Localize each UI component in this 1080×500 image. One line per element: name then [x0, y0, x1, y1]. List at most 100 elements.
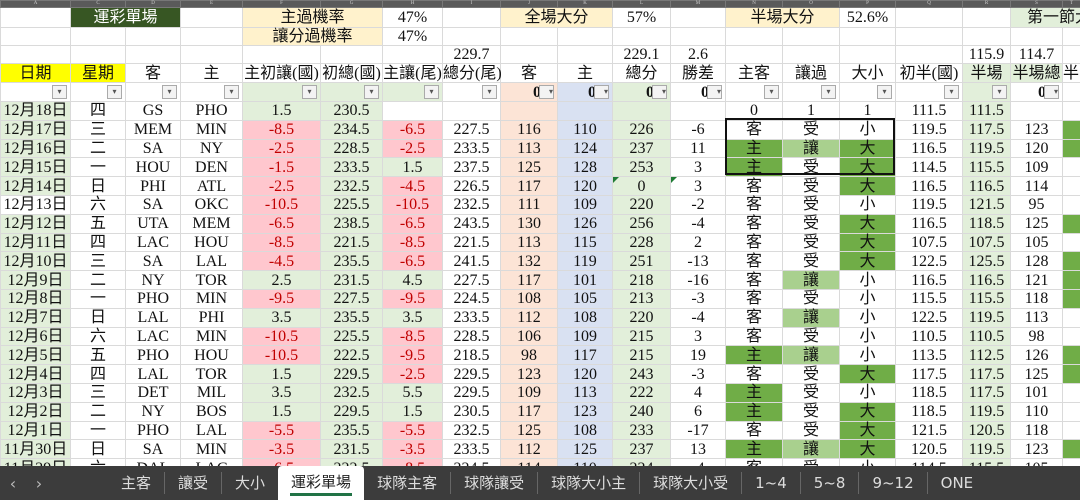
cell-away-score[interactable]: 109 [500, 382, 558, 403]
cell-total-score[interactable]: 220 [612, 307, 671, 328]
cell-spread-result[interactable]: 讓 [782, 270, 840, 290]
cell-away[interactable]: SA [125, 194, 181, 215]
cell-total-score[interactable]: 243 [612, 364, 671, 384]
cell-half-total[interactable]: 120 [1010, 138, 1063, 159]
cell-q1-over[interactable] [1062, 364, 1080, 384]
cell-open-spread[interactable]: 1.5 [242, 101, 321, 121]
cell-winner[interactable]: 客 [725, 326, 783, 347]
cell-total-score[interactable]: 228 [612, 232, 671, 253]
cell-date[interactable]: 12月15日 [0, 157, 71, 178]
cell-open-total[interactable]: 222.5 [320, 458, 383, 466]
cell-open-spread[interactable]: 3.5 [242, 382, 321, 403]
cell-half[interactable]: 111.5 [962, 101, 1011, 121]
cell-close-total[interactable]: 232.5 [442, 420, 501, 441]
cell-half-open[interactable]: 116.5 [895, 213, 963, 234]
filter-dropdown-button[interactable]: ▾ [877, 85, 892, 99]
cell-winner[interactable]: 客 [725, 119, 783, 140]
cell-open-spread[interactable]: -5.5 [242, 420, 321, 441]
cell-home-score[interactable]: 120 [557, 176, 613, 196]
cell-home[interactable]: PHI [180, 307, 243, 328]
cell-open-spread[interactable]: -10.5 [242, 326, 321, 347]
cell-date[interactable]: 12月11日 [0, 232, 71, 253]
column-header-M[interactable]: M [670, 0, 726, 8]
sheet-tab-1[interactable]: 主客 [121, 474, 152, 492]
cell-total-score[interactable]: 251 [612, 251, 671, 272]
cell-home[interactable]: PHO [180, 101, 243, 121]
cell-half-open[interactable]: 122.5 [895, 307, 963, 328]
cell-open-total[interactable]: 231.5 [320, 439, 383, 460]
cell-day[interactable]: 三 [70, 119, 126, 140]
cell-close-spread[interactable]: -9.5 [382, 288, 443, 309]
next-sheet-button[interactable]: › [35, 473, 43, 493]
cell-close-spread[interactable]: -2.5 [382, 364, 443, 384]
cell-close-total[interactable]: 228.5 [442, 326, 501, 347]
cell-half[interactable]: 119.5 [962, 138, 1011, 159]
cell-margin[interactable]: -4 [670, 213, 726, 234]
cell-spread-result[interactable]: 受 [782, 157, 840, 178]
cell-half-open[interactable]: 118.5 [895, 401, 963, 422]
cell-spread-result[interactable]: 受 [782, 176, 840, 196]
cell-home[interactable]: BOS [180, 401, 243, 422]
filter-dropdown-button[interactable]: ▾ [707, 85, 722, 99]
cell-away-score[interactable]: 113 [500, 232, 558, 253]
cell-half[interactable]: 117.5 [962, 382, 1011, 403]
cell-ou-count[interactable]: 1 [839, 101, 896, 121]
column-header-O[interactable]: O [782, 0, 840, 8]
cell-winner[interactable]: 主 [725, 138, 783, 159]
cell-close-spread[interactable]: -3.5 [382, 439, 443, 460]
cell-day[interactable]: 六 [70, 458, 126, 466]
cell-close-spread[interactable]: -8.5 [382, 458, 443, 466]
cell-half[interactable]: 116.5 [962, 176, 1011, 196]
cell-spread-result[interactable]: 受 [782, 382, 840, 403]
cell-close-total[interactable]: 229.5 [442, 364, 501, 384]
cell-half-open[interactable]: 107.5 [895, 232, 963, 253]
cell-close-total[interactable]: 224.5 [442, 288, 501, 309]
column-header-N[interactable]: N [725, 0, 783, 8]
cell-total-score[interactable]: 253 [612, 157, 671, 178]
cell-close-spread[interactable]: 1.5 [382, 401, 443, 422]
cell-half-total[interactable]: 118 [1010, 288, 1063, 309]
cell-total-score[interactable]: 0 [612, 176, 671, 196]
filter-dropdown-button[interactable]: ▾ [482, 85, 497, 99]
sheet-tab-3[interactable]: 大小 [221, 472, 278, 494]
cell-margin[interactable]: 13 [670, 439, 726, 460]
cell-away-score[interactable]: 98 [500, 345, 558, 366]
cell-q1-over[interactable] [1062, 213, 1080, 234]
cell-home[interactable]: MIN [180, 119, 243, 140]
cell-spread-result[interactable]: 受 [782, 194, 840, 215]
sheet-tab-8[interactable]: 球隊大小受 [639, 472, 741, 494]
cell-home-score[interactable]: 124 [557, 138, 613, 159]
cell-margin[interactable]: 19 [670, 345, 726, 366]
cell-total-score[interactable]: 215 [612, 345, 671, 366]
cell-away-score[interactable]: 111 [500, 194, 558, 215]
cell-home-score[interactable]: 119 [557, 251, 613, 272]
cell-winner[interactable]: 主 [725, 401, 783, 422]
cell-winner[interactable]: 客 [725, 307, 783, 328]
cell-open-total[interactable]: 235.5 [320, 251, 383, 272]
cell-home-away-count[interactable]: 0 [725, 101, 783, 121]
column-header-I[interactable]: I [442, 0, 501, 8]
cell-home[interactable]: TOR [180, 364, 243, 384]
cell-open-total[interactable]: 227.5 [320, 288, 383, 309]
cell-q1-over[interactable] [1062, 232, 1080, 253]
cell-away[interactable]: NY [125, 270, 181, 290]
cell-margin[interactable]: 3 [670, 176, 726, 196]
sheet-tab-2[interactable]: 讓受 [164, 472, 221, 494]
cell-over-under[interactable]: 小 [839, 307, 896, 328]
cell-margin[interactable]: -3 [670, 364, 726, 384]
cell-date[interactable]: 12月3日 [0, 382, 71, 403]
cell-day[interactable]: 一 [70, 157, 126, 178]
cell-over-under[interactable]: 小 [839, 326, 896, 347]
cell-date[interactable]: 11月29日 [0, 458, 71, 466]
cell-home[interactable]: ATL [180, 176, 243, 196]
cell-half-open[interactable]: 122.5 [895, 251, 963, 272]
cell-q1-over[interactable] [1062, 326, 1080, 347]
prev-sheet-button[interactable]: ‹ [9, 473, 17, 493]
cell-open-total[interactable]: 221.5 [320, 232, 383, 253]
cell-margin[interactable]: 6 [670, 401, 726, 422]
cell-date[interactable]: 12月8日 [0, 288, 71, 309]
cell-half[interactable]: 115.5 [962, 458, 1011, 466]
cell-winner[interactable]: 客 [725, 232, 783, 253]
cell-date[interactable]: 12月18日 [0, 101, 71, 121]
cell-open-total[interactable]: 233.5 [320, 157, 383, 178]
